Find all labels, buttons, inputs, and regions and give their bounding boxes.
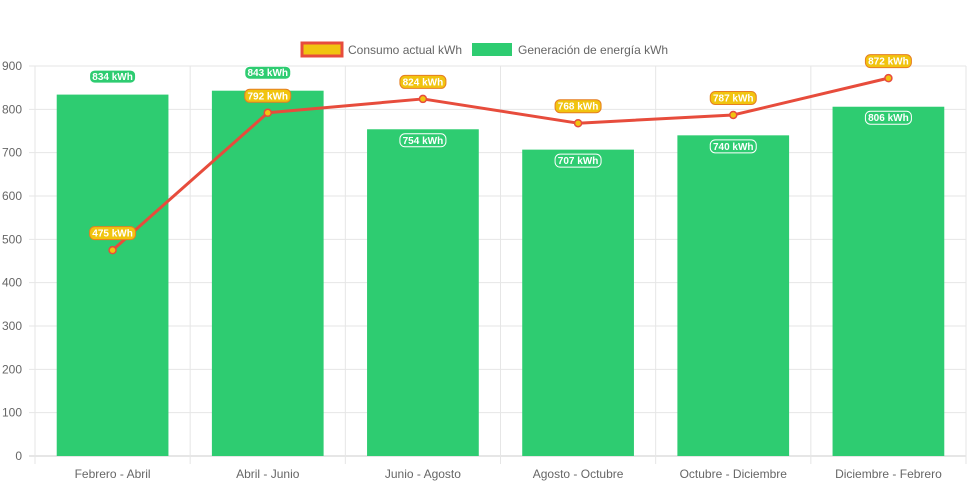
x-tick-label: Octubre - Diciembre <box>680 467 788 481</box>
x-tick-label: Abril - Junio <box>236 467 300 481</box>
y-tick-label: 500 <box>2 232 22 246</box>
consumo-line <box>111 76 889 252</box>
bar-data-label-badge <box>864 110 912 125</box>
line-data-label: 872 kWh <box>868 57 909 68</box>
bar <box>211 90 324 456</box>
consumo-point <box>418 94 428 104</box>
bar-data-label-badge <box>709 139 757 154</box>
line-data-label: 768 kWh <box>558 102 599 113</box>
y-tick-label: 700 <box>2 146 22 160</box>
x-tick-label: Febrero - Abril <box>75 467 151 481</box>
legend-swatch-consumo[interactable] <box>300 41 344 58</box>
y-tick-label: 600 <box>2 189 22 203</box>
legend-label-consumo[interactable]: Consumo actual kWh <box>348 43 462 57</box>
bar <box>832 106 945 456</box>
bar-data-label: 834 kWh <box>92 72 133 83</box>
y-tick-label: 400 <box>2 276 22 290</box>
y-tick-label: 0 <box>15 449 22 463</box>
consumo-point <box>884 73 893 83</box>
bar-data-label: 754 kWh <box>403 136 444 147</box>
axes: 0 100 200 300 400 500 600 700 800 900 Febrero - Ab… <box>2 59 942 481</box>
line-data-label-badge <box>89 226 137 241</box>
bar-series <box>56 90 945 457</box>
line-series <box>108 73 893 255</box>
bar <box>56 94 169 456</box>
grid <box>29 65 967 464</box>
bar-data-label: 843 kWh <box>247 68 288 79</box>
y-tick-label: 100 <box>2 406 22 420</box>
line-data-label-badge <box>244 88 292 103</box>
consumo-point <box>263 108 272 118</box>
line-data-label: 792 kWh <box>247 91 288 102</box>
consumo-point <box>108 245 117 255</box>
bar-data-label: 707 kWh <box>558 156 599 167</box>
legend-swatch-generacion[interactable] <box>472 43 512 56</box>
bar-data-label: 806 kWh <box>868 113 909 124</box>
bar <box>677 135 790 457</box>
x-tick-label: Agosto - Octubre <box>533 467 624 481</box>
y-tick-label: 300 <box>2 319 22 333</box>
x-tick-label: Diciembre - Febrero <box>835 467 942 481</box>
bar-data-label-badge <box>399 133 447 148</box>
line-data-label-badge <box>554 99 602 114</box>
bar-data-label: 740 kWh <box>713 142 754 153</box>
y-tick-label: 900 <box>2 59 22 73</box>
legend[interactable]: Consumo actual kWh Generación de energía… <box>300 41 668 58</box>
line-data-label: 824 kWh <box>403 77 444 88</box>
y-tick-label: 800 <box>2 102 22 116</box>
line-data-label: 787 kWh <box>713 93 754 104</box>
data-labels: 834 kWh 843 kWh 754 kWh 707 kWh 740 kWh 806 k… <box>89 54 912 241</box>
legend-label-generacion[interactable]: Generación de energía kWh <box>518 43 668 57</box>
line-data-label-badge <box>864 54 912 69</box>
bar-data-label-badge <box>89 69 137 84</box>
bar-data-label-badge <box>554 153 602 168</box>
bar <box>522 149 634 456</box>
x-tick-label: Junio - Agosto <box>385 467 461 481</box>
line-data-label-badge <box>709 90 757 105</box>
line-data-label-badge <box>399 74 447 89</box>
y-tick-label: 200 <box>2 362 22 376</box>
bar <box>367 129 479 456</box>
line-data-label: 475 kWh <box>92 229 133 240</box>
consumo-point <box>573 118 583 128</box>
consumo-point <box>729 110 738 120</box>
bar-data-label-badge <box>244 65 292 80</box>
